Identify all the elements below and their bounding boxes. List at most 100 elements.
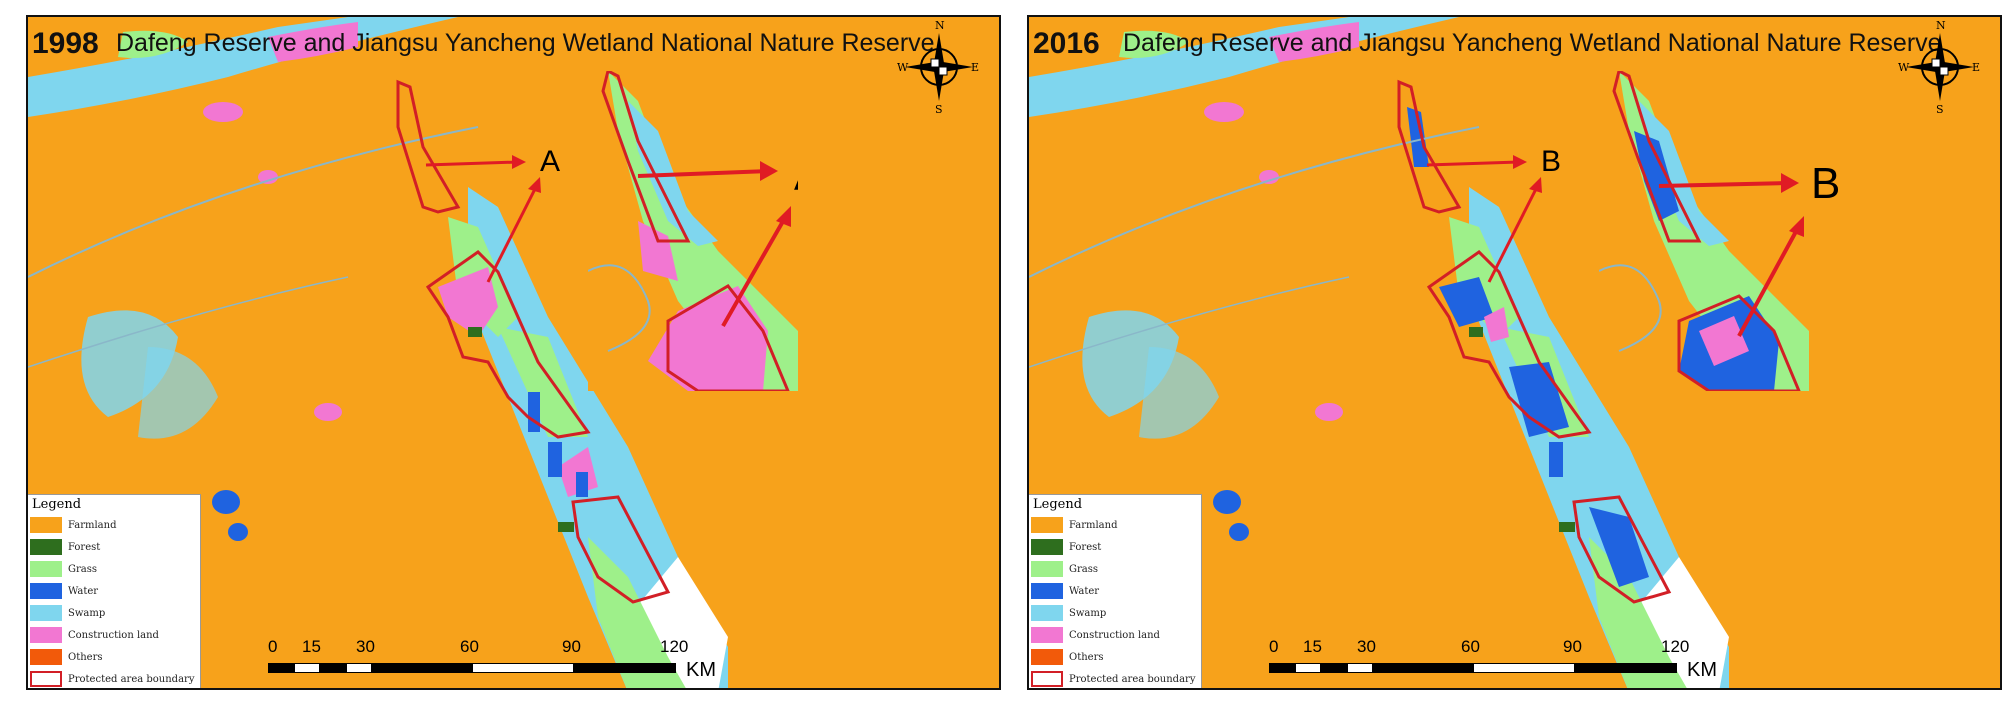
inset-canal (1599, 264, 1662, 352)
legend-label: Water (68, 585, 99, 597)
legend-item: Others (1031, 647, 1104, 667)
land-use-map (28, 17, 728, 688)
legend-label: Swamp (1069, 607, 1107, 619)
compass-s: S (935, 103, 943, 116)
scale-unit: KM (1687, 659, 1717, 681)
arrowhead (528, 177, 541, 193)
construction-reserve (438, 267, 498, 337)
legend-item: Forest (1031, 537, 1101, 557)
arrowhead (1513, 155, 1527, 169)
pointer-arrow (486, 186, 538, 283)
grass-strip (588, 537, 686, 688)
inset-arrow (1658, 181, 1790, 188)
scale-tick: 60 (460, 637, 479, 656)
scale-bar: 0 15 30 60 90 120 KM (1269, 637, 1717, 682)
legend-item: Protected area boundary (1031, 669, 1195, 688)
legend-label: Construction land (1069, 629, 1160, 641)
town-patch (258, 170, 278, 184)
coastal-swamp (468, 187, 728, 688)
legend-label: Swamp (68, 607, 106, 619)
legend-swatch (30, 671, 62, 687)
legend-swatch (30, 561, 62, 577)
lake (228, 523, 248, 541)
legend-swatch (30, 649, 62, 665)
legend-item: Grass (1031, 559, 1098, 579)
scale-tick: 90 (562, 637, 581, 656)
legend-item: Farmland (30, 515, 117, 535)
legend-label: Construction land (68, 629, 159, 641)
legend-swatch (30, 539, 62, 555)
legend-swatch (30, 517, 62, 533)
legend-label: Water (1069, 585, 1100, 597)
legend-label: Others (1069, 651, 1104, 663)
water-reserve (1589, 507, 1649, 587)
scale-tick: 30 (1357, 637, 1376, 656)
legend-item: Swamp (30, 603, 105, 623)
legend-item: Swamp (1031, 603, 1106, 623)
legend-swatch (1031, 561, 1063, 577)
compass-n: N (935, 19, 945, 32)
construction-reserve (1484, 307, 1509, 342)
arrowhead (1789, 216, 1804, 237)
town-patch (1315, 403, 1343, 421)
forest-patch (1559, 522, 1575, 532)
inset-marker-label: A (794, 151, 798, 201)
legend-label: Farmland (1069, 519, 1118, 531)
canal (1029, 126, 1480, 278)
lake-area (1139, 347, 1219, 439)
legend-label: Grass (1069, 563, 1098, 575)
map-title: Dafeng Reserve and Jiangsu Yancheng Wetl… (1123, 29, 1942, 57)
land-use-map (1029, 17, 1729, 688)
coastal-swamp (1469, 187, 1729, 688)
pointer-arrow (1487, 186, 1539, 283)
compass-e: E (971, 61, 980, 74)
canal (28, 276, 349, 368)
legend-swatch (1031, 583, 1063, 599)
inset-construction (638, 221, 678, 281)
arrowhead (776, 206, 791, 227)
lake-area (1082, 310, 1179, 417)
legend: Legend Farmland Forest Grass Water Swamp… (1029, 494, 1202, 688)
scale-tick: 120 (660, 637, 689, 656)
legend-label: Forest (1069, 541, 1102, 553)
scale-bar: 0 15 30 60 90 120 KM (268, 637, 716, 682)
compass-rose-icon: N S E W (1898, 19, 1982, 117)
legend-label: Farmland (68, 519, 117, 531)
forest-patch (558, 522, 574, 532)
protected-area-boundary (396, 79, 461, 214)
water-patch (576, 472, 588, 497)
inset-boundary (666, 284, 790, 391)
water-patch (528, 392, 540, 432)
lake-area (138, 347, 218, 439)
water-patch (548, 442, 562, 477)
marker-label: B (1541, 145, 1562, 178)
inset-arrow (721, 215, 788, 327)
inset-construction (648, 286, 768, 391)
legend-label: Grass (68, 563, 97, 575)
inset-map (588, 71, 798, 391)
map-panel-1998: A A 1998 Dafeng Reserve and Jiangsu Yanc… (26, 15, 1001, 690)
year-label: 1998 (32, 27, 99, 60)
legend-label: Others (68, 651, 103, 663)
protected-area-boundary (571, 495, 671, 604)
map-panel-2016: B B 2016 Dafeng Reserve and Jiangsu Yanc… (1027, 15, 2002, 690)
water-reserve (1439, 277, 1494, 327)
town-patch (314, 403, 342, 421)
legend-swatch (30, 605, 62, 621)
lake (1229, 523, 1249, 541)
marker-label: A (540, 145, 561, 178)
legend-item: Protected area boundary (30, 669, 194, 688)
inset-boundary (601, 71, 691, 243)
legend-swatch (1031, 627, 1063, 643)
compass-w: W (897, 61, 909, 74)
inset-marker-label: B (1811, 159, 1841, 208)
lake-area (81, 310, 178, 417)
scale-tick: 30 (356, 637, 375, 656)
arrowhead (760, 161, 778, 181)
grass-patch (118, 30, 188, 58)
legend-item: Others (30, 647, 103, 667)
town-patch (203, 102, 243, 122)
legend-item: Construction land (30, 625, 159, 645)
grass-strip (1589, 537, 1687, 688)
legend-item: Forest (30, 537, 100, 557)
